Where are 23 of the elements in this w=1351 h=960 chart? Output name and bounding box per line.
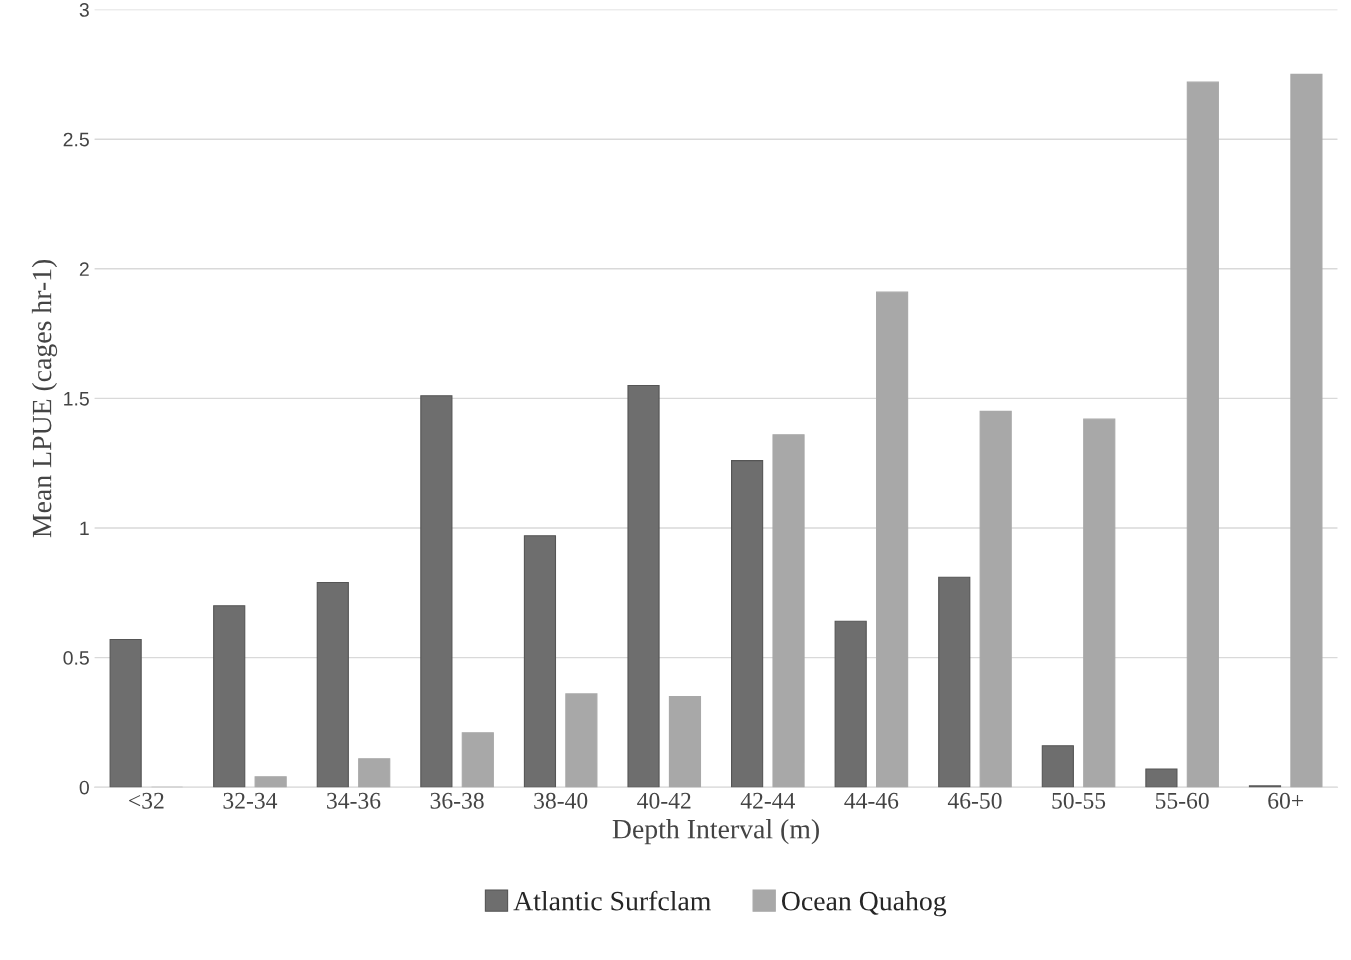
y-axis-title: Mean LPUE (cages hr-1) <box>31 259 58 538</box>
y-tick-label: 2 <box>79 262 89 276</box>
x-tick-label: 36-38 <box>430 792 484 809</box>
legend-label: Atlantic Surfclam <box>513 890 711 911</box>
x-tick-label: 34-36 <box>327 792 381 809</box>
y-tick-label: 2.5 <box>63 132 89 147</box>
x-tick-label: 50-55 <box>1052 792 1106 809</box>
x-tick-label: 38-40 <box>534 792 588 809</box>
legend-label: Ocean Quahog <box>781 890 947 917</box>
y-tick-label: 1 <box>80 521 89 536</box>
x-tick-label: 44-46 <box>844 792 899 809</box>
x-tick-label: 46-50 <box>947 792 1002 809</box>
x-tick-label: 60+ <box>1268 792 1304 809</box>
x-tick-label: 55-60 <box>1155 792 1209 809</box>
y-tick-label: 1.5 <box>64 392 89 406</box>
y-tick-label: 0.5 <box>63 651 89 665</box>
y-tick-label: 0 <box>79 780 89 795</box>
x-tick-label: 42-44 <box>740 792 795 809</box>
x-tick-label: <32 <box>129 792 164 809</box>
x-tick-label: 32-34 <box>223 792 278 809</box>
y-tick-label: 3 <box>79 3 89 17</box>
x-axis-title: Depth Interval (m) <box>612 819 819 845</box>
x-tick-label: 40-42 <box>637 792 691 809</box>
